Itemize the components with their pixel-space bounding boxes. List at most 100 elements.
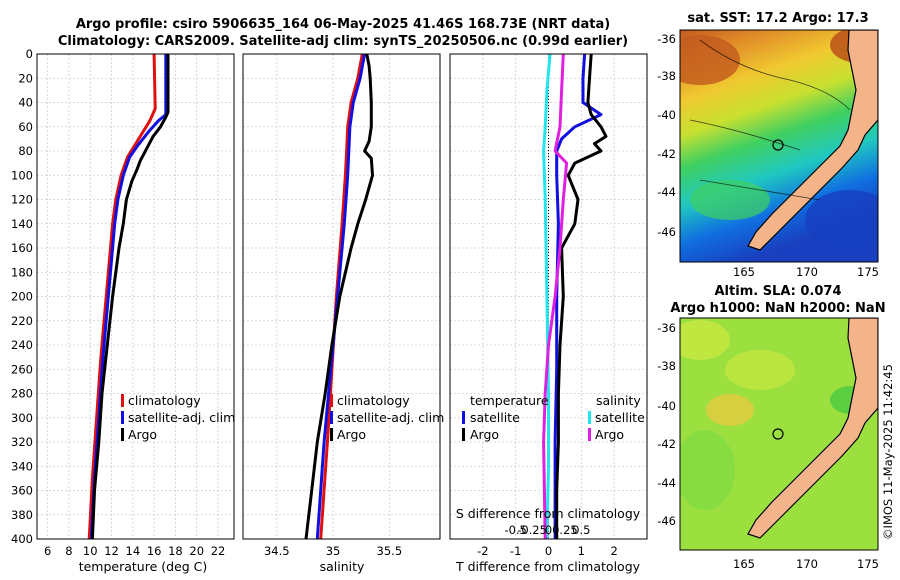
lat-tick: -40 bbox=[657, 399, 676, 413]
y-tick-label: 320 bbox=[11, 435, 33, 449]
sla-lon-ticks: 165 170 175 bbox=[733, 557, 879, 571]
lat-tick: -44 bbox=[657, 476, 676, 490]
sst-lon-ticks: 165 170 175 bbox=[733, 265, 879, 279]
lat-tick: -44 bbox=[657, 185, 676, 199]
legend-t-satellite: satellite bbox=[470, 410, 520, 425]
y-tick-label: 20 bbox=[18, 71, 33, 85]
lat-tick: -40 bbox=[657, 108, 676, 122]
lat-tick: -46 bbox=[657, 514, 676, 528]
series-line-s-satellite bbox=[542, 53, 552, 540]
sst-map: sat. SST: 17.2 Argo: 17.3 -36 -38 -40 -4… bbox=[657, 11, 879, 279]
legend-t-title: temperature bbox=[470, 393, 549, 408]
legend-s-satellite: satellite bbox=[595, 410, 645, 425]
x-tick-label: 14 bbox=[126, 544, 141, 558]
legend-swatch-argo bbox=[121, 428, 124, 441]
legend-s-argo: Argo bbox=[595, 427, 624, 442]
s-tick-label: 0.25 bbox=[552, 523, 578, 537]
lat-tick: -38 bbox=[657, 69, 676, 83]
salinity-legend: climatology satellite-adj. clim Argo bbox=[330, 393, 444, 442]
difference-panel: -2 -1 0 1 2-0.5-0.250 0.250.5 bbox=[449, 53, 648, 558]
series-line-satellite-adj-clim bbox=[89, 54, 168, 540]
series-line-argo bbox=[90, 54, 170, 540]
y-tick-label: 380 bbox=[11, 508, 33, 522]
series-line-climatology bbox=[319, 53, 364, 540]
x-tick-label: 35 bbox=[326, 544, 341, 558]
argo-location-marker bbox=[772, 428, 784, 440]
y-tick-label: 240 bbox=[11, 338, 33, 352]
series-line-s-argo bbox=[542, 53, 569, 540]
lat-tick: -36 bbox=[657, 32, 676, 46]
sst-lat-ticks: -36 -38 -40 -42 -44 -46 bbox=[657, 32, 676, 239]
sla-map: Altim. SLA: 0.074 Argo h1000: NaN h2000:… bbox=[657, 284, 885, 571]
y-tick-label: 140 bbox=[11, 217, 33, 231]
legend-swatch-t-satellite bbox=[462, 411, 465, 424]
x-tick-label: 18 bbox=[168, 544, 183, 558]
plot-frame bbox=[36, 53, 235, 540]
legend-climatology: climatology bbox=[128, 393, 201, 408]
lon-tick: 170 bbox=[796, 265, 818, 279]
difference-legend: temperature satellite Argo salinity sate… bbox=[462, 393, 645, 442]
y-tick-label: 120 bbox=[11, 193, 33, 207]
y-tick-label: 0 bbox=[26, 47, 33, 61]
y-tick-label: 100 bbox=[11, 168, 33, 182]
s-tick-label: 0 bbox=[545, 523, 552, 537]
legend-s-title: salinity bbox=[596, 393, 641, 408]
x-tick-label: 10 bbox=[83, 544, 98, 558]
x-tick-label: 1 bbox=[578, 544, 585, 558]
lat-tick: -46 bbox=[657, 225, 676, 239]
y-tick-label: 300 bbox=[11, 411, 33, 425]
x-tick-label: 34.5 bbox=[264, 544, 290, 558]
legend-satellite: satellite-adj. clim bbox=[337, 410, 444, 425]
legend-swatch-satellite bbox=[121, 411, 124, 424]
title-line-2: Climatology: CARS2009. Satellite-adj cli… bbox=[58, 34, 628, 49]
x-tick-label: 6 bbox=[44, 544, 51, 558]
y-tick-label: 200 bbox=[11, 290, 33, 304]
legend-climatology: climatology bbox=[337, 393, 410, 408]
series-line-t-argo bbox=[555, 53, 608, 539]
y-tick-label: 220 bbox=[11, 314, 33, 328]
y-tick-label: 340 bbox=[11, 459, 33, 473]
x-tick-label: 22 bbox=[211, 544, 226, 558]
x-tick-label: 0 bbox=[545, 544, 552, 558]
lon-tick: 170 bbox=[796, 557, 818, 571]
lat-tick: -36 bbox=[657, 321, 676, 335]
s-tick-label: -0.25 bbox=[517, 523, 547, 537]
plot-frame bbox=[242, 53, 441, 540]
x-tick-label: 20 bbox=[189, 544, 204, 558]
lat-tick: -38 bbox=[657, 359, 676, 373]
y-tick-label: 40 bbox=[18, 96, 33, 110]
series-line-satellite-adj-clim bbox=[315, 53, 367, 540]
tdiff-xlabel: T difference from climatology bbox=[455, 559, 641, 574]
sla-map-title-1: Altim. SLA: 0.074 bbox=[715, 284, 842, 299]
plot-frame bbox=[449, 53, 648, 540]
x-tick-label: 8 bbox=[65, 544, 72, 558]
s-tick-label: -0.5 bbox=[504, 523, 526, 537]
lat-tick: -42 bbox=[657, 147, 676, 161]
temperature-panel: 0 20 40 60 80 100 120 140 160 180 200 220 240 260 280 3… bbox=[11, 47, 235, 558]
y-tick-label: 180 bbox=[11, 265, 33, 279]
s-tick-label: 0.5 bbox=[572, 523, 590, 537]
landmass bbox=[747, 30, 878, 251]
argo-location-marker bbox=[772, 139, 784, 151]
x-tick-label: -2 bbox=[477, 544, 488, 558]
y-tick-label: 60 bbox=[18, 120, 33, 134]
legend-swatch-climatology bbox=[121, 394, 124, 407]
lat-tick: -42 bbox=[657, 437, 676, 451]
sla-map-title-2: Argo h1000: NaN h2000: NaN bbox=[670, 301, 885, 316]
legend-swatch-s-argo bbox=[588, 428, 591, 441]
salinity-xlabel: salinity bbox=[320, 559, 365, 574]
y-tick-label: 260 bbox=[11, 362, 33, 376]
sst-map-frame bbox=[679, 29, 879, 263]
lon-tick: 165 bbox=[733, 557, 755, 571]
lon-tick: 175 bbox=[857, 265, 879, 279]
temperature-xlabel: temperature (deg C) bbox=[79, 559, 208, 574]
watermark: ©IMOS 11-May-2025 11:42:45 bbox=[881, 364, 895, 540]
series-line-argo bbox=[304, 53, 374, 540]
y-tick-label: 280 bbox=[11, 387, 33, 401]
legend-t-argo: Argo bbox=[470, 427, 499, 442]
series-line-climatology bbox=[87, 53, 157, 540]
legend-swatch-satellite bbox=[330, 411, 333, 424]
legend-swatch-climatology bbox=[330, 394, 333, 407]
sla-lat-ticks: -36 -38 -40 -42 -44 -46 bbox=[657, 321, 676, 528]
